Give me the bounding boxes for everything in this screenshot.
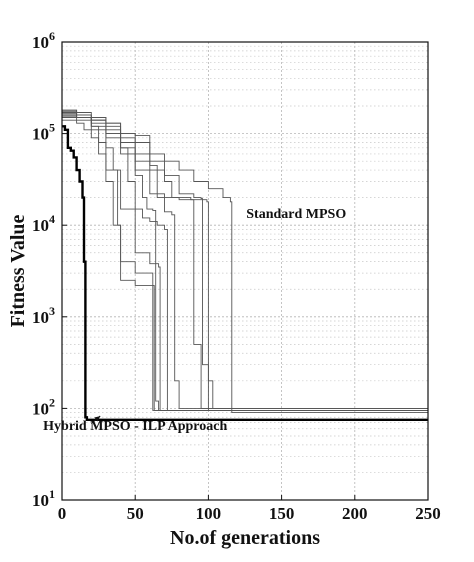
x-tick-label: 200 — [342, 504, 368, 523]
x-tick-label: 150 — [269, 504, 295, 523]
data-series — [62, 109, 428, 421]
x-axis-title: No.of generations — [170, 527, 320, 549]
y-tick-label: 102 — [32, 395, 55, 418]
x-tick-label: 100 — [196, 504, 222, 523]
standard-series-line — [62, 119, 428, 411]
x-tick-label: 250 — [415, 504, 441, 523]
y-tick-label: 103 — [32, 304, 55, 327]
hybrid-series-line — [62, 125, 428, 421]
standard-series-line — [62, 112, 428, 409]
standard-series-line — [62, 117, 428, 411]
standard-series-line — [62, 109, 428, 411]
standard-series-line — [62, 114, 428, 411]
y-tick-label: 104 — [32, 212, 55, 235]
x-tick-label: 0 — [58, 504, 67, 523]
plot-frame — [61, 41, 429, 501]
y-tick-label: 101 — [32, 487, 55, 510]
axis-ticks: 0 50 100 150 200 250 101 102 103 104 105 106 — [32, 29, 441, 523]
standard-series-line — [62, 115, 428, 411]
standard-series-line — [62, 114, 428, 414]
y-tick-label: 106 — [32, 29, 55, 52]
annotation-arrow-head — [94, 416, 101, 422]
x-tick-label: 50 — [127, 504, 144, 523]
standard-series-line — [62, 110, 428, 409]
annotations: Standard MPSO Hybrid MPSO - ILP Approach — [43, 207, 346, 434]
standard-mpso-label: Standard MPSO — [246, 207, 346, 222]
standard-series-line — [62, 109, 428, 409]
y-axis-title: Fitness Value — [7, 214, 29, 327]
standard-series-line — [62, 113, 428, 411]
hybrid-mpso-label: Hybrid MPSO - ILP Approach — [43, 419, 227, 434]
y-tick-label: 105 — [32, 121, 55, 144]
